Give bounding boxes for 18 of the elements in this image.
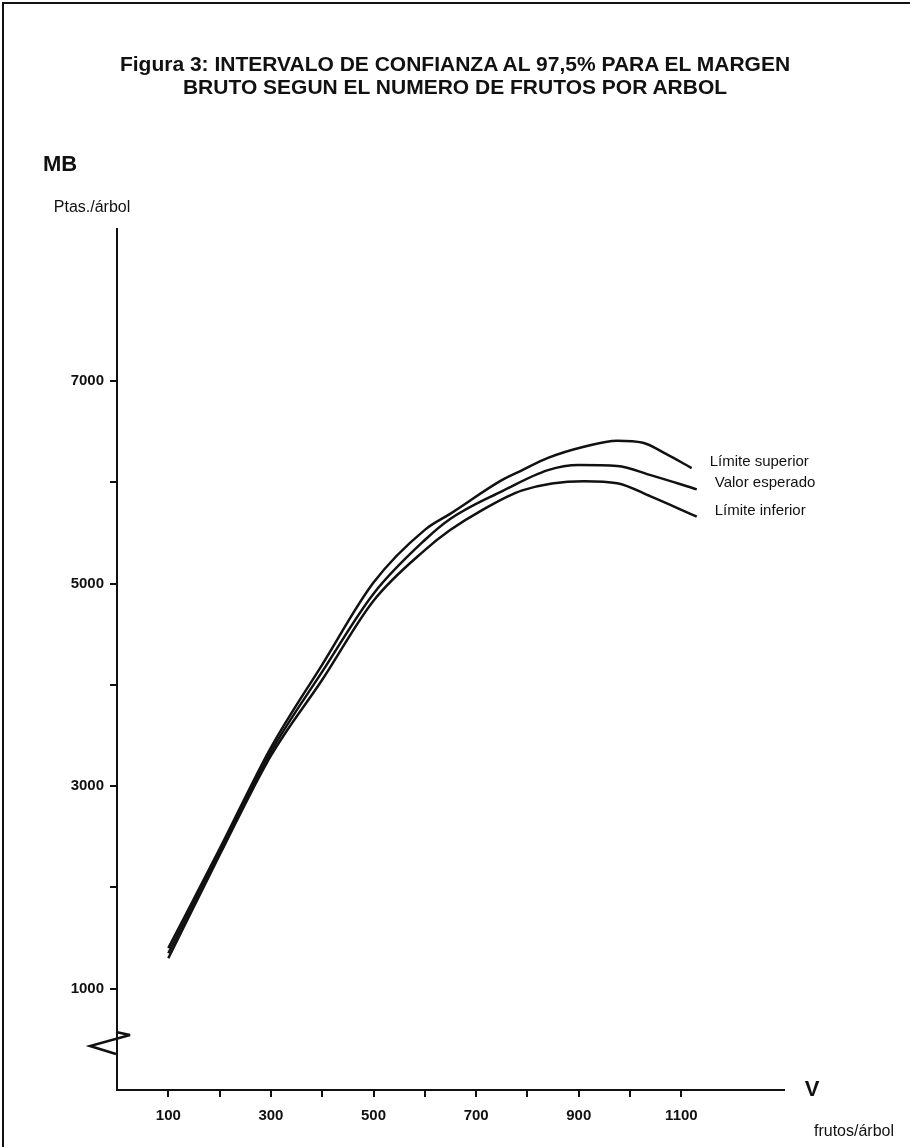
x-tick-label: 900: [566, 1106, 592, 1124]
series-label: Valor esperado: [714, 473, 816, 491]
x-tick-label: 1100: [665, 1106, 698, 1124]
y-axis-title: MB: [42, 151, 78, 177]
series-label: Límite superior: [709, 452, 809, 470]
x-tick-label: 300: [258, 1106, 284, 1124]
chart-title: Figura 3: INTERVALO DE CONFIANZA AL 97,5% PARA EL MARGEN BRUTO SEGUN EL NUMERO DE FRUTOS POR ARBOL: [118, 52, 792, 98]
text: Ptas./árbol: [53, 198, 131, 216]
text: frutos/árbol: [813, 1122, 895, 1140]
x-tick-label: 700: [463, 1106, 489, 1124]
series-label: Límite inferior: [714, 500, 806, 518]
y-tick-label: 3000: [70, 776, 104, 794]
y-tick-label: 1000: [70, 978, 104, 996]
y-tick-label: 7000: [70, 371, 104, 389]
x-axis-title: V: [804, 1076, 820, 1102]
y-tick-label: 5000: [70, 573, 104, 591]
x-tick-label: 100: [155, 1106, 181, 1124]
x-tick-label: 500: [361, 1106, 387, 1124]
